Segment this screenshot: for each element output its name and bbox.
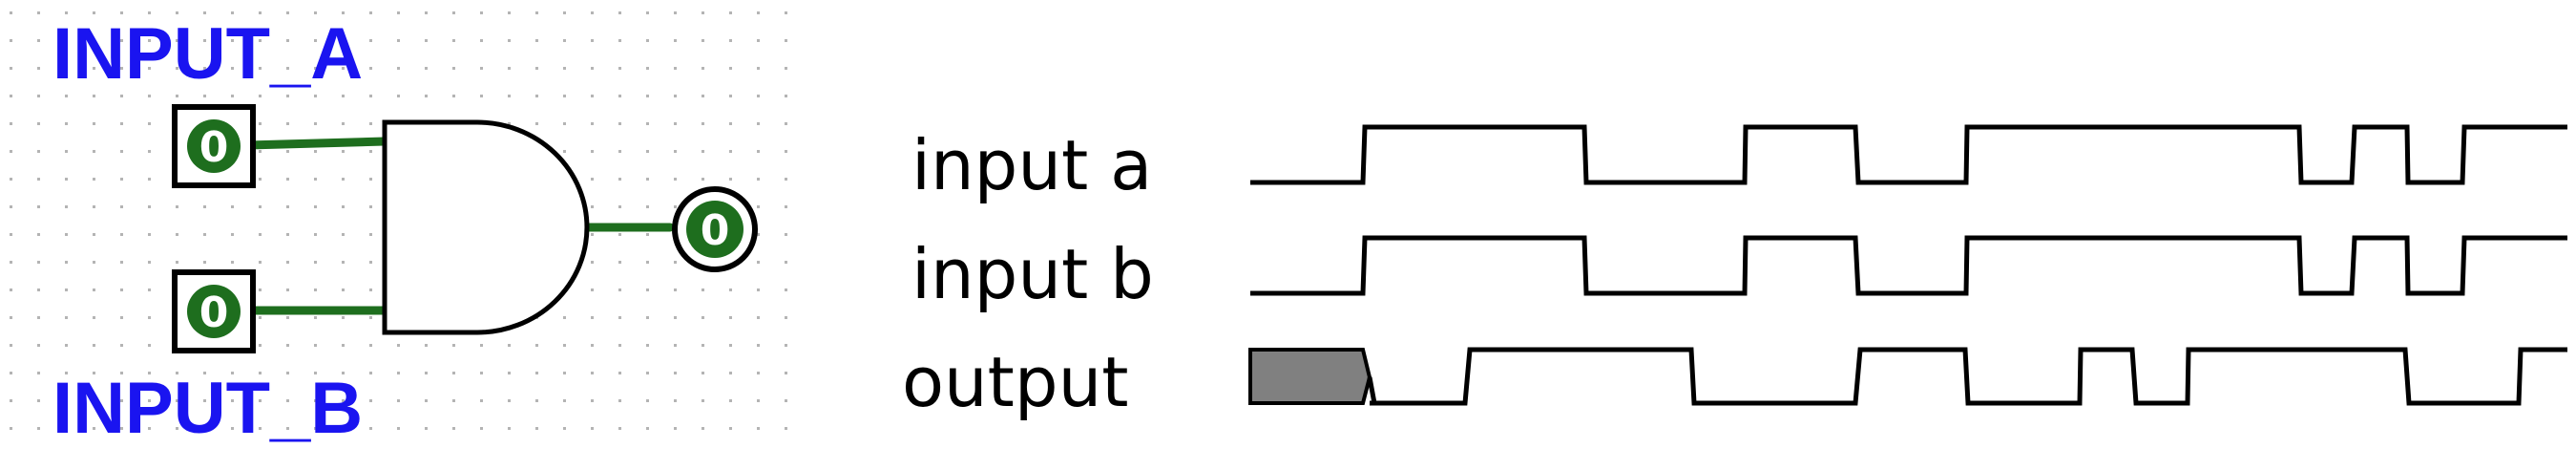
input-pin-b-value: 0 [199,288,229,337]
input-a-label: INPUT_A [52,13,363,95]
grid-dots [10,11,787,430]
output-pin[interactable]: 0 [672,186,758,272]
waveform-input-b [1250,235,2567,296]
input-pin-b[interactable]: 0 [172,269,256,353]
waveform-output-undefined [1248,348,1372,405]
circuit-editor: 0 0 0 INPUT_A INPUT_B [10,11,787,449]
input-b-label: INPUT_B [52,368,363,449]
input-pin-a-value: 0 [199,123,229,172]
wire-input-a [243,137,389,150]
output-pin-value: 0 [701,206,730,255]
signal-label-input-a: input a [911,125,1152,205]
waveform-output [1367,347,2567,406]
input-pin-a[interactable]: 0 [172,104,256,188]
and-gate[interactable] [382,119,590,335]
wires [243,137,675,315]
timing-diagram: input a input b output [902,124,2567,422]
waveform-input-a [1250,124,2567,185]
signal-label-output: output [902,342,1128,422]
signal-label-input-b: input b [911,234,1154,314]
